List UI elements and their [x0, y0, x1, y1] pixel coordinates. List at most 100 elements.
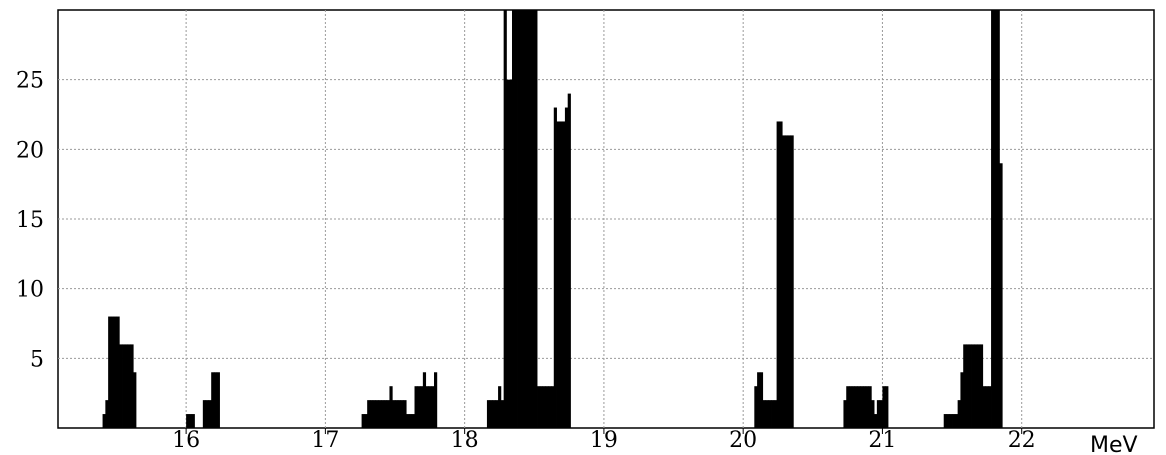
histogram-bar [545, 386, 549, 428]
histogram-bar [372, 400, 376, 428]
histogram-bar [124, 344, 129, 428]
histogram-bar [977, 344, 981, 428]
histogram-bar [378, 400, 382, 428]
histogram-bar [762, 400, 766, 428]
histogram-bar [946, 414, 950, 428]
histogram-bar [999, 163, 1003, 428]
histogram-bar [108, 316, 112, 428]
y-tick-label: 15 [16, 208, 44, 233]
histogram-bar [542, 386, 546, 428]
histogram-bar [754, 386, 758, 428]
histogram-bar [991, 10, 995, 428]
histogram-bar [562, 121, 566, 428]
histogram-bar [213, 372, 218, 428]
histogram-bar [400, 400, 404, 428]
histogram-bar [395, 400, 399, 428]
histogram-bar [525, 10, 530, 428]
histogram-bar [428, 386, 432, 428]
histogram-bar [559, 121, 563, 428]
histogram-bar [105, 400, 109, 428]
histogram-bar [367, 400, 371, 428]
histogram-bar [790, 135, 794, 428]
histogram-bar [188, 414, 193, 428]
histogram-bar [127, 344, 131, 428]
histogram-bar [846, 386, 850, 428]
histogram-bar [865, 386, 869, 428]
histogram-bar [787, 135, 791, 428]
histogram-bar [133, 372, 137, 428]
x-tick-label: 19 [590, 428, 618, 453]
histogram-bar [993, 10, 998, 428]
histogram-bar [486, 400, 491, 428]
x-tick-label: 22 [1008, 428, 1036, 453]
histogram-bar [186, 414, 190, 428]
histogram-bar [110, 316, 115, 428]
histogram-bar [564, 107, 569, 429]
histogram-bar [420, 386, 424, 428]
y-tick-label: 5 [30, 347, 44, 372]
histogram-bar [782, 135, 786, 428]
histogram-bar [361, 414, 365, 428]
x-axis-unit-label: MeV [1090, 433, 1138, 455]
histogram-bar [952, 414, 956, 428]
histogram-bar [389, 386, 393, 428]
histogram-bar [862, 386, 867, 428]
histogram-bar [406, 414, 410, 428]
histogram-bar [957, 400, 961, 428]
histogram-bar [216, 372, 220, 428]
histogram-bar [854, 386, 858, 428]
histogram-bar [211, 372, 215, 428]
histogram-bar [408, 414, 413, 428]
axes: 16 17 18 19 20 21 22 5 10 15 20 25 [16, 69, 1036, 453]
histogram-bar [531, 10, 535, 428]
histogram-bar [495, 400, 499, 428]
histogram-bar [116, 316, 120, 428]
histogram-bar [403, 400, 407, 428]
histogram-bar [369, 400, 374, 428]
histogram-bar [885, 386, 889, 428]
histogram-bar [191, 414, 195, 428]
histogram-bar [434, 372, 438, 428]
histogram-bar [965, 344, 970, 428]
x-tick-label: 17 [311, 428, 339, 453]
histogram-bar [974, 344, 978, 428]
histogram-bar [489, 400, 493, 428]
histogram-bar [528, 10, 532, 428]
histogram-bar [982, 386, 986, 428]
x-tick-label: 16 [172, 428, 200, 453]
histogram-bar [523, 10, 527, 428]
histogram-bar [425, 386, 429, 428]
histogram-bar [509, 79, 513, 429]
x-tick-label: 18 [451, 428, 479, 453]
histogram-bar [860, 386, 864, 428]
histogram-bar [417, 386, 421, 428]
histogram-bar [943, 414, 947, 428]
histogram-bar [414, 386, 418, 428]
x-tick-label: 21 [868, 428, 896, 453]
histogram-bar [375, 400, 379, 428]
histogram-bar [548, 386, 552, 428]
histogram-bar [520, 10, 524, 428]
histogram-bar [119, 344, 123, 428]
histogram-bar [113, 316, 117, 428]
histogram-bar [411, 414, 415, 428]
histogram-bar [851, 386, 855, 428]
histogram-bar [874, 414, 878, 428]
histogram-bar [514, 10, 518, 428]
histogram-bar [960, 372, 964, 428]
histogram-bar [498, 386, 502, 428]
histogram-bar [773, 400, 777, 428]
histogram-bar [130, 344, 134, 428]
histogram-bar [534, 10, 538, 428]
y-tick-label: 10 [16, 278, 44, 303]
histogram-bar [397, 400, 401, 428]
histogram-bar [868, 386, 872, 428]
histogram-bar [517, 10, 521, 428]
histogram-bar [776, 121, 780, 428]
histogram-bar [759, 372, 764, 428]
histogram-bar [567, 93, 571, 428]
histogram-bar [556, 121, 560, 428]
histogram-bar [979, 344, 984, 428]
histogram-bar [771, 400, 775, 428]
y-tick-label: 25 [16, 69, 44, 94]
